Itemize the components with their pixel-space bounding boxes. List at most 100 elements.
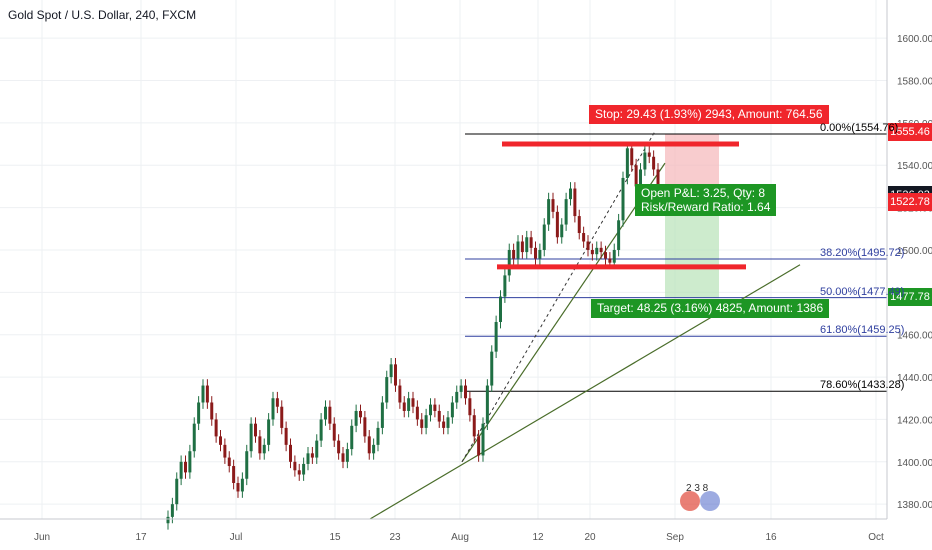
candle-body xyxy=(582,233,586,242)
chart-title: Gold Spot / U.S. Dollar, 240, FXCM xyxy=(8,8,196,22)
candle-body xyxy=(372,444,376,454)
price-tag: 1477.78 xyxy=(888,288,932,307)
candle-body xyxy=(184,461,187,473)
candle-body xyxy=(214,419,218,437)
candle-body xyxy=(389,364,393,378)
candle-body xyxy=(564,199,568,225)
candle-body xyxy=(599,247,603,253)
candle-body xyxy=(481,423,485,456)
candle-body xyxy=(394,364,397,386)
price-tag: 1522.78 xyxy=(888,192,932,211)
y-tick-label: 1540.00 xyxy=(897,161,932,172)
candle-body xyxy=(192,423,196,452)
candle-body xyxy=(604,252,607,259)
candle-body xyxy=(634,165,638,187)
stop-label: Stop: 29.43 (1.93%) 2943, Amount: 764.56 xyxy=(589,105,829,124)
candle-body xyxy=(534,247,537,259)
candle-body xyxy=(385,377,389,403)
y-tick-label: 1400.00 xyxy=(897,458,932,469)
fib-label: 78.60%(1433.28) xyxy=(820,379,905,392)
y-tick-label: 1420.00 xyxy=(897,415,932,426)
pnl-line-1: Open P&L: 3.25, Qty: 8 xyxy=(641,186,766,200)
flag-logo: 2 3 8 xyxy=(676,483,726,515)
candle-body xyxy=(271,398,275,420)
candle-body xyxy=(345,449,349,462)
x-tick-label: 20 xyxy=(584,532,596,543)
x-tick-label: Jun xyxy=(34,532,50,543)
candle-body xyxy=(459,385,463,392)
candle-body xyxy=(415,406,419,420)
candle-body xyxy=(647,152,651,157)
candle-body xyxy=(275,398,279,407)
candle-body xyxy=(442,421,446,428)
candle-body xyxy=(293,461,297,471)
candle-body xyxy=(179,461,183,479)
candle-body xyxy=(170,504,174,517)
candle-body xyxy=(499,296,502,322)
candle-body xyxy=(494,321,498,352)
candle-body xyxy=(512,249,516,259)
flag-logo-icon xyxy=(680,491,720,511)
candle-body xyxy=(612,249,616,263)
candle-body xyxy=(280,406,284,428)
candle-body xyxy=(236,482,240,492)
y-tick-label: 1380.00 xyxy=(897,500,932,511)
candle-body xyxy=(477,436,481,456)
candle-body xyxy=(223,444,227,458)
candle-body xyxy=(197,402,201,424)
candle-body xyxy=(254,423,257,437)
candle-body xyxy=(429,404,432,416)
candle-body xyxy=(520,241,524,253)
candle-body xyxy=(205,385,209,403)
candle-body xyxy=(516,241,520,259)
trend-line xyxy=(461,162,666,463)
candle-body xyxy=(354,410,358,426)
candle-body xyxy=(630,148,634,166)
candle-body xyxy=(547,199,551,225)
candle-body xyxy=(464,385,467,399)
candle-body xyxy=(284,427,288,445)
candle-body xyxy=(210,402,214,420)
candle-body xyxy=(542,224,546,250)
candle-body xyxy=(302,463,306,475)
candle-body xyxy=(402,402,406,411)
candle-body xyxy=(341,453,345,462)
candle-body xyxy=(472,415,476,437)
candle-body xyxy=(258,436,262,454)
candle-body xyxy=(551,199,555,212)
candle-body xyxy=(437,410,441,422)
candle-body xyxy=(350,425,354,450)
candle-body xyxy=(485,385,489,424)
candle-body xyxy=(262,444,266,454)
candle-body xyxy=(643,152,647,170)
candle-body xyxy=(240,478,244,492)
chart-grid xyxy=(0,0,887,519)
candle-body xyxy=(380,402,384,428)
x-tick-label: 15 xyxy=(329,532,341,543)
candle-body xyxy=(569,188,572,200)
candle-body xyxy=(625,148,629,178)
candle-body xyxy=(267,419,271,445)
candle-body xyxy=(560,224,564,238)
candle-body xyxy=(621,177,625,221)
candle-body xyxy=(433,404,437,411)
candle-body xyxy=(450,402,454,418)
fib-label: 61.80%(1459.25) xyxy=(820,324,905,337)
fib-label: 50.00%(1477.49) xyxy=(820,285,905,298)
candle-body xyxy=(595,247,599,255)
candle-body xyxy=(245,451,249,479)
candle-body xyxy=(359,410,362,418)
candle-body xyxy=(315,440,319,458)
x-tick-label: 17 xyxy=(135,532,147,543)
candle-body xyxy=(577,216,581,234)
candle-body xyxy=(529,237,533,248)
dashed-trend-line xyxy=(461,131,656,463)
x-tick-label: Aug xyxy=(451,532,469,543)
candle-body xyxy=(227,457,231,467)
pnl-label: Open P&L: 3.25, Qty: 8 Risk/Reward Ratio… xyxy=(635,184,777,216)
candle-body xyxy=(590,249,594,255)
candle-body xyxy=(219,436,222,445)
fib-label: 38.20%(1495.72) xyxy=(820,247,905,260)
support-resistance-lines xyxy=(497,141,746,270)
fib-label: 0.00%(1554.76) xyxy=(820,121,899,134)
